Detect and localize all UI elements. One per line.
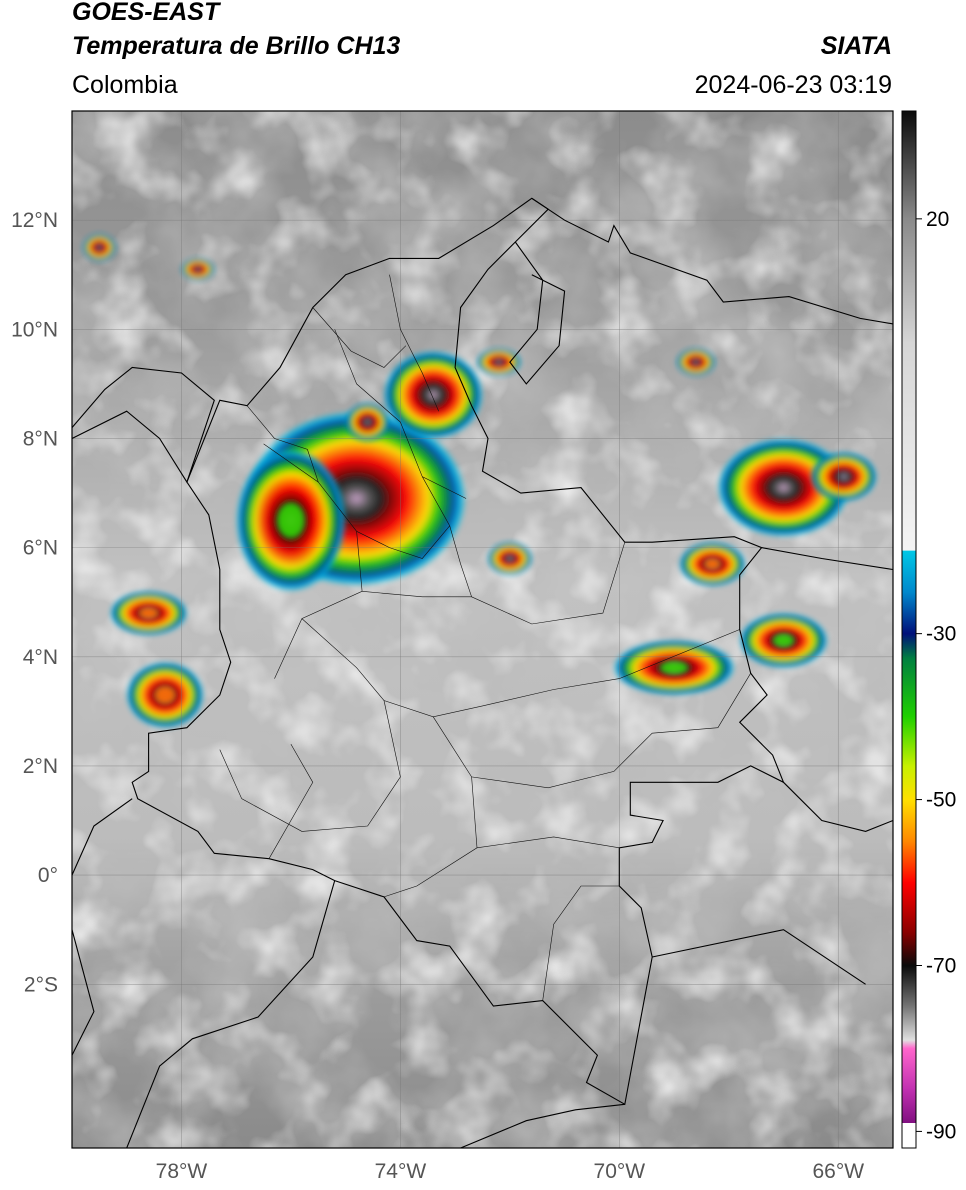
map-gridlines (72, 111, 893, 1148)
department-line-11 (422, 476, 472, 597)
department-line-0 (263, 443, 363, 679)
border-line-6 (72, 798, 133, 876)
lat-tick-label-5: 2°N (23, 755, 58, 778)
longitude-labels: 78°W 74°W 70°W 66°W (156, 1160, 865, 1183)
storm-cell-10 (181, 258, 215, 281)
department-line-12 (246, 405, 319, 483)
storm-cell-3 (717, 438, 850, 537)
border-line-0 (131, 197, 785, 1106)
border-line-5 (761, 547, 893, 571)
colorbar-tick-label-2: -50 (926, 789, 956, 812)
border-line-4 (783, 781, 893, 832)
colorbar: 20 -30 -50 -70 -90 (901, 110, 956, 1149)
border-line-10 (652, 929, 866, 985)
storm-cell-9 (676, 348, 716, 376)
colorbar-frame (901, 110, 917, 1149)
storm-cell-11 (679, 542, 746, 586)
storm-cell-2 (345, 402, 390, 442)
storm-cell-4 (810, 452, 877, 502)
storm-cell-6 (126, 662, 204, 728)
department-line-9 (542, 885, 620, 1001)
department-line-3 (301, 618, 740, 718)
lon-tick-label-0: 78°W (156, 1160, 208, 1183)
country-borders (72, 197, 893, 1148)
storm-cell-5 (487, 542, 532, 575)
storm-cell-7 (110, 591, 187, 635)
lon-tick-label-3: 66°W (812, 1160, 864, 1183)
lat-tick-label-4: 4°N (23, 646, 58, 669)
colorbar-tick-label-1: -30 (926, 623, 956, 646)
department-line-5 (219, 700, 401, 832)
border-line-9 (460, 1103, 625, 1148)
border-line-3 (509, 241, 566, 385)
department-line-13 (312, 307, 407, 368)
department-line-4 (362, 542, 626, 625)
storm-cell-8 (477, 348, 521, 376)
latitude-labels: 12°N 10°N 8°N 6°N 4°N 2°N 0° 2°S (11, 209, 58, 996)
lat-tick-label-1: 10°N (11, 318, 58, 341)
border-line-7 (72, 929, 95, 1056)
lat-tick-label-3: 6°N (23, 537, 58, 560)
colorbar-tick-label-0: 20 (926, 208, 949, 231)
lat-tick-label-7: 2°S (24, 973, 58, 996)
lon-tick-label-2: 70°W (594, 1160, 646, 1183)
map-title-satellite: GOES-EAST (72, 0, 220, 26)
datetime-label: 2024-06-23 03:19 (694, 71, 892, 99)
convective-storms (82, 233, 877, 728)
storm-cell-14 (739, 613, 828, 668)
colorbar-tick-label-4: -90 (926, 1120, 956, 1143)
lat-tick-label-6: 0° (38, 864, 58, 887)
department-line-14 (356, 525, 450, 559)
border-line-2 (531, 197, 893, 325)
border-line-8 (126, 880, 336, 1148)
border-line-1 (72, 366, 215, 484)
lon-tick-label-1: 74°W (375, 1160, 427, 1183)
storm-cell-13 (613, 640, 735, 695)
department-line-1 (334, 329, 467, 499)
map-region-label: Colombia (72, 71, 178, 99)
organization-label: SIATA (820, 32, 892, 60)
storm-cell-1 (383, 351, 483, 439)
department-line-7 (383, 776, 478, 898)
storm-cell-15 (82, 233, 116, 262)
department-line-10 (268, 743, 314, 859)
department-line-2 (389, 274, 439, 412)
map-frame (71, 110, 894, 1149)
colorbar-ramp (902, 111, 916, 1148)
lat-tick-label-0: 12°N (11, 209, 58, 232)
map-title-product: Temperatura de Brillo CH13 (72, 32, 401, 60)
department-line-8 (476, 836, 620, 849)
lat-tick-label-2: 8°N (23, 427, 58, 450)
colorbar-tick-label-3: -70 (926, 954, 956, 977)
storm-cell-12 (236, 449, 346, 592)
